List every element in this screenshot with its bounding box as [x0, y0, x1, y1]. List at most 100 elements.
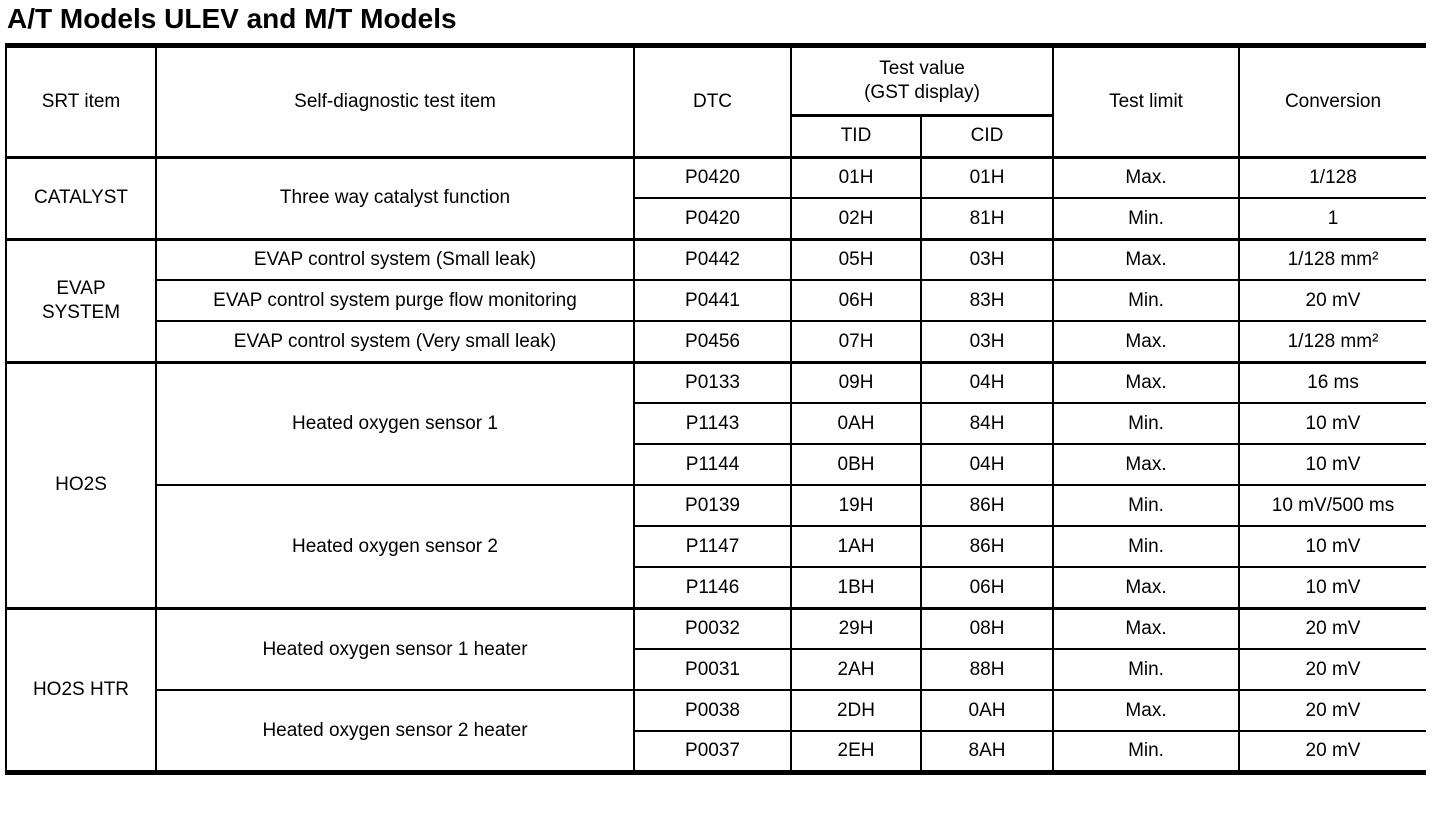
table-row: Heated oxygen sensor 2 P0139 19H 86H Min…: [6, 484, 1427, 610]
test-item-cell: EVAP control system (Small leak): [155, 237, 635, 282]
cid-cell: 06H: [919, 566, 1055, 610]
tid-cell: 29H: [790, 606, 922, 651]
conversion-cell: 1/128 mm²: [1238, 237, 1427, 282]
cid-cell: 84H: [919, 402, 1055, 446]
page-title: A/T Models ULEV and M/T Models: [7, 3, 457, 34]
conversion-cell: 10 mV: [1238, 566, 1427, 610]
conversion-cell: 20 mV: [1238, 279, 1427, 323]
cid-cell: 03H: [919, 237, 1055, 282]
col-header-dtc: DTC: [633, 44, 792, 159]
test-limit-cell: Max.: [1052, 566, 1241, 610]
col-header-srt-item: SRT item: [5, 44, 157, 159]
conversion-cell: 20 mV: [1238, 730, 1427, 774]
dtc-cell: P1147: [633, 525, 792, 569]
manual-page: A/T Models ULEV and M/T Models SRT item …: [0, 3, 1440, 828]
cid-cell: 83H: [919, 279, 1055, 323]
tid-cell: 19H: [790, 484, 922, 528]
cid-cell: 86H: [919, 484, 1055, 528]
test-limit-cell: Max.: [1052, 606, 1241, 651]
test-item-cell: Three way catalyst function: [155, 156, 635, 241]
cid-cell: 04H: [919, 360, 1055, 405]
srt-group-cell: HO2S HTR: [5, 606, 157, 774]
dtc-cell: P1144: [633, 443, 792, 487]
conversion-cell: 10 mV: [1238, 443, 1427, 487]
conversion-cell: 20 mV: [1238, 689, 1427, 733]
table-row: Heated oxygen sensor 2 heater P0038 2DH …: [6, 689, 1427, 774]
conversion-cell: 10 mV: [1238, 525, 1427, 569]
test-limit-cell: Min.: [1052, 525, 1241, 569]
tid-cell: 0BH: [790, 443, 922, 487]
table-row: EVAP SYSTEM EVAP control system (Small l…: [5, 237, 1427, 364]
conversion-cell: 10 mV/500 ms: [1238, 484, 1427, 528]
conversion-cell: 20 mV: [1238, 648, 1427, 692]
conversion-cell: 16 ms: [1238, 360, 1427, 405]
test-limit-cell: Min.: [1052, 402, 1241, 446]
table-row: P1144 0BH 04H Max. 10 mV: [6, 443, 1427, 487]
cid-cell: 0AH: [919, 689, 1055, 733]
col-header-conversion: Conversion: [1238, 44, 1427, 159]
table-row: EVAP control system (Very small leak) P0…: [6, 320, 1427, 364]
tid-cell: 02H: [790, 197, 922, 241]
test-item-cell: EVAP control system purge flow monitorin…: [155, 279, 635, 323]
test-limit-cell: Max.: [1052, 443, 1241, 487]
cid-cell: 01H: [919, 156, 1055, 200]
test-limit-cell: Max.: [1052, 156, 1241, 200]
table-row: P1143 0AH 84H Min. 10 mV: [6, 402, 1427, 446]
dtc-cell: P0133: [633, 360, 792, 405]
dtc-cell: P0038: [633, 689, 792, 733]
test-limit-cell: Max.: [1052, 360, 1241, 405]
test-limit-cell: Max.: [1052, 320, 1241, 364]
cid-cell: 86H: [919, 525, 1055, 569]
conversion-cell: 10 mV: [1238, 402, 1427, 446]
dtc-cell: P0441: [633, 279, 792, 323]
conversion-cell: 20 mV: [1238, 606, 1427, 651]
test-limit-cell: Min.: [1052, 730, 1241, 774]
tid-cell: 2DH: [790, 689, 922, 733]
col-header-cid: CID: [919, 114, 1054, 159]
tid-cell: 0AH: [790, 402, 922, 446]
cid-cell: 08H: [919, 606, 1055, 651]
table-row: P0420 02H 81H Min. 1: [6, 197, 1427, 241]
table-row: P0031 2AH 88H Min. 20 mV: [6, 648, 1427, 692]
cid-cell: 04H: [919, 443, 1055, 487]
tid-cell: 05H: [790, 237, 922, 282]
tid-cell: 09H: [790, 360, 922, 405]
test-item-cell: Heated oxygen sensor 2 heater: [155, 689, 635, 774]
test-item-cell: Heated oxygen sensor 1: [155, 360, 635, 487]
cid-cell: 88H: [919, 648, 1055, 692]
conversion-cell: 1/128 mm²: [1238, 320, 1427, 364]
cid-cell: 8AH: [919, 730, 1055, 774]
conversion-cell: 1: [1238, 197, 1427, 241]
dtc-cell: P0420: [633, 156, 792, 200]
col-header-test-value: Test value (GST display): [789, 44, 1055, 117]
dtc-cell: P0139: [633, 484, 792, 528]
tid-cell: 2AH: [790, 648, 922, 692]
test-item-cell: EVAP control system (Very small leak): [155, 320, 635, 364]
srt-group-cell: HO2S: [5, 360, 157, 610]
test-limit-cell: Max.: [1052, 237, 1241, 282]
tid-cell: 07H: [790, 320, 922, 364]
table-row: HO2S HTR Heated oxygen sensor 1 heater P…: [5, 606, 1427, 774]
dtc-cell: P0037: [633, 730, 792, 774]
dtc-cell: P1143: [633, 402, 792, 446]
test-limit-cell: Min.: [1052, 279, 1241, 323]
table-row: CATALYST Three way catalyst function P04…: [5, 156, 1427, 241]
test-limit-cell: Min.: [1052, 484, 1241, 528]
test-limit-cell: Min.: [1052, 648, 1241, 692]
tid-cell: 1BH: [790, 566, 922, 610]
tid-cell: 1AH: [790, 525, 922, 569]
table-row: EVAP control system purge flow monitorin…: [6, 279, 1427, 323]
srt-group-cell: EVAP SYSTEM: [5, 237, 157, 364]
dtc-cell: P0420: [633, 197, 792, 241]
test-limit-cell: Min.: [1052, 197, 1241, 241]
col-header-test-limit: Test limit: [1052, 44, 1241, 159]
col-header-test-item: Self-diagnostic test item: [155, 44, 635, 159]
table-row: P1146 1BH 06H Max. 10 mV: [6, 566, 1427, 610]
test-limit-cell: Max.: [1052, 689, 1241, 733]
tid-cell: 06H: [790, 279, 922, 323]
dtc-cell: P0442: [633, 237, 792, 282]
table-row: HO2S Heated oxygen sensor 1 P0133 09H 04…: [5, 360, 1427, 610]
dtc-cell: P0031: [633, 648, 792, 692]
dtc-cell: P0032: [633, 606, 792, 651]
dtc-cell: P1146: [633, 566, 792, 610]
